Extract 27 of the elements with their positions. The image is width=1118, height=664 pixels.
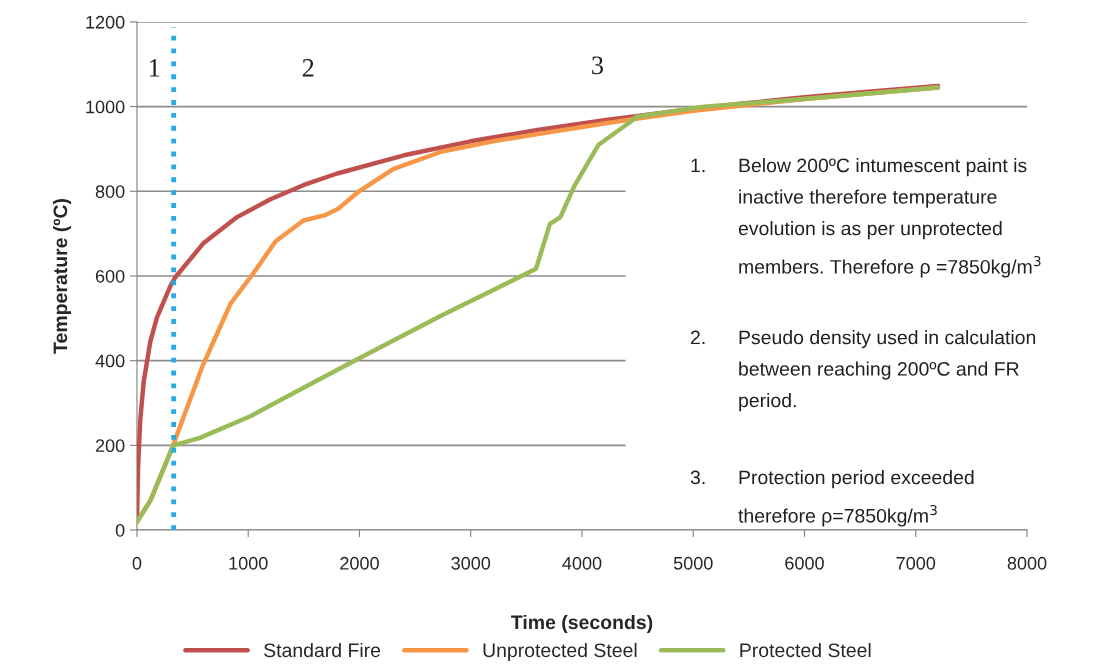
x-tick-label: 0 [132, 556, 142, 570]
x-axis-title: Time (seconds) [511, 614, 653, 634]
x-tick-label: 2000 [340, 556, 379, 570]
x-tick-label: 1000 [229, 556, 268, 570]
legend-label: Protected Steel [740, 642, 871, 658]
y-tick-label: 0 [115, 523, 125, 537]
y-tick-label: 1200 [86, 15, 125, 29]
y-tick-label: 400 [95, 354, 125, 368]
x-tick-label: 6000 [785, 556, 824, 570]
y-tick-label: 200 [95, 439, 125, 453]
legend-label: Standard Fire [264, 642, 381, 658]
x-tick-label: 3000 [451, 556, 491, 570]
annotation: 3 [592, 56, 604, 75]
x-tick-label: 7000 [896, 556, 936, 570]
text: 3. Protection period exceeded therefore ρ=7850kg/m$^{3}$ [690, 470, 974, 527]
y-tick-label: 800 [95, 185, 125, 198]
annotation: 1 [149, 59, 160, 77]
y-axis-title: Temperature (ºC) [52, 199, 72, 354]
annotation: 2 [302, 59, 314, 77]
x-tick-label: 8000 [1007, 556, 1047, 570]
y-tick-label: 600 [95, 269, 125, 283]
text: 2. Pseudo density used in calculation between reaching 200ºC and FR period. [690, 330, 1036, 412]
text: 1. Below 200ºC intumescent paint is inactive therefore temperature evolution is as per unprotected members. Therefore ρ =7850kg/m$^{3}$ [691, 158, 1041, 278]
x-tick-label: 4000 [562, 556, 602, 570]
x-tick-label: 5000 [673, 556, 713, 570]
y-tick-label: 1000 [86, 100, 125, 114]
legend-label: Unprotected Steel [483, 642, 637, 662]
